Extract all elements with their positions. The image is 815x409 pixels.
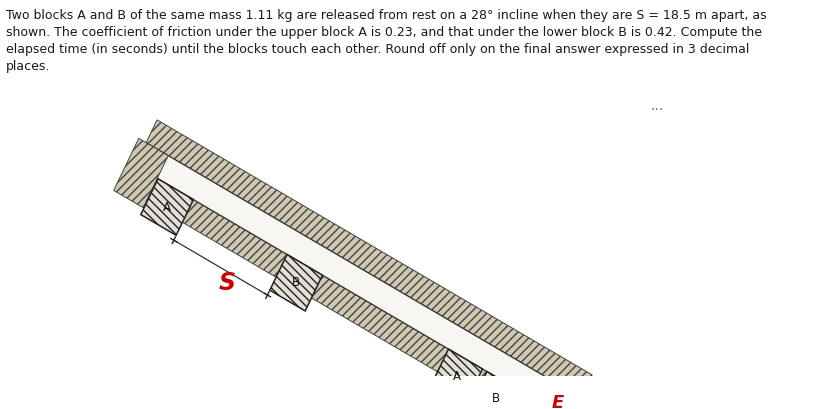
Polygon shape [113,138,168,208]
Polygon shape [432,349,482,403]
Text: S: S [218,271,236,295]
Polygon shape [270,254,323,311]
Text: A: A [453,370,461,382]
Polygon shape [470,371,521,409]
Text: A: A [163,200,171,213]
Text: B: B [491,392,500,405]
Polygon shape [135,143,581,409]
Text: E: E [552,394,564,409]
Text: B: B [292,276,300,289]
Text: ...: ... [650,99,664,113]
Polygon shape [146,120,593,398]
Polygon shape [124,165,570,409]
Polygon shape [141,179,193,235]
Text: Two blocks A and B of the same mass 1.11 kg are released from rest on a 28° incl: Two blocks A and B of the same mass 1.11… [6,9,766,73]
